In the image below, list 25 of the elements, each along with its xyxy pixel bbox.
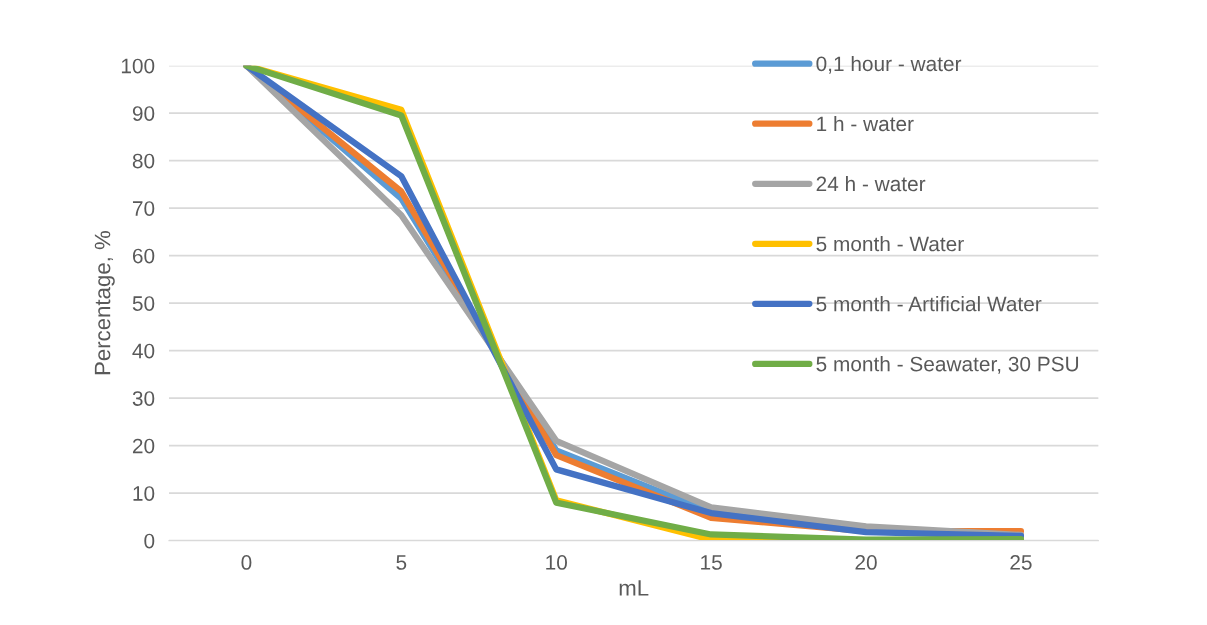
y-axis-title: Percentage, % (94, 231, 115, 375)
y-tick-label: 20 (132, 438, 155, 454)
y-tick-label: 70 (132, 201, 155, 216)
y-tick-label: 40 (132, 343, 155, 359)
x-tick-label: 20 (855, 555, 877, 570)
y-tick-label: 0 (144, 533, 155, 549)
y-tick-label: 60 (132, 248, 155, 264)
y-tick-label: 50 (132, 296, 155, 311)
x-tick-label: 15 (701, 555, 722, 570)
legend-label: 1 h - water (817, 115, 914, 132)
x-tick-label: 25 (1010, 555, 1032, 570)
y-tick-label: 100 (121, 58, 155, 74)
x-tick-label: 5 (396, 555, 407, 570)
y-tick-label: 80 (132, 153, 155, 169)
legend-label: 5 month - Water (816, 236, 964, 252)
legend-label: 5 month - Seawater, 30 PSU (816, 356, 1079, 374)
x-axis-title: mL (619, 580, 649, 596)
x-tick-label: 0 (241, 555, 252, 570)
legend-label: 24 h - water (816, 175, 926, 192)
legend-label: 5 month - Artificial Water (816, 296, 1042, 312)
y-tick-label: 30 (132, 391, 155, 406)
legend-label: 0,1 hour - water (816, 55, 962, 74)
y-tick-label: 90 (132, 106, 155, 121)
y-tick-label: 10 (133, 486, 155, 501)
x-tick-label: 10 (546, 555, 567, 570)
